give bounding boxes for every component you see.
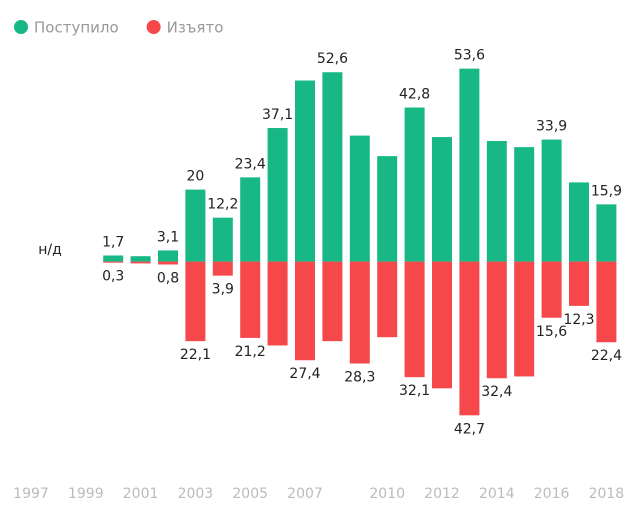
bar (185, 261, 206, 342)
x-tick-label: 2014 (479, 486, 515, 502)
bar (404, 261, 425, 378)
bar (103, 255, 124, 262)
data-label: 37,1 (262, 107, 293, 123)
bar (158, 250, 178, 262)
x-tick-label: 2018 (589, 486, 625, 502)
data-label: 32,1 (399, 383, 430, 399)
x-tick-label: 2012 (424, 486, 460, 502)
data-label: 1,7 (102, 234, 124, 250)
bar (569, 261, 589, 306)
annotation: н/д (38, 242, 62, 258)
bar (432, 261, 452, 389)
bar (377, 156, 398, 262)
data-label: 3,9 (212, 282, 234, 298)
data-label: 22,4 (591, 348, 622, 364)
data-label: 12,3 (563, 312, 594, 328)
bar (541, 261, 562, 318)
legend-label: Изъято (167, 19, 224, 37)
legend-label: Поступило (34, 19, 119, 37)
bar (240, 261, 261, 338)
data-label: 27,4 (289, 366, 320, 382)
bar (486, 141, 507, 262)
bar (486, 261, 507, 379)
bar (267, 128, 288, 262)
bar (130, 256, 151, 262)
bar (569, 182, 589, 262)
data-label: 28,3 (344, 369, 375, 385)
bar (212, 261, 233, 276)
bar (596, 261, 617, 343)
legend-swatch (146, 20, 161, 34)
bar (130, 261, 151, 264)
bar (240, 177, 261, 262)
bar (377, 261, 398, 338)
data-label: 33,9 (536, 119, 567, 135)
data-label: 52,6 (317, 51, 348, 67)
data-label: 20 (186, 169, 204, 185)
data-label: 32,4 (481, 384, 512, 400)
bar (349, 261, 370, 364)
data-label: 12,2 (207, 197, 238, 213)
x-tick-label: 2016 (534, 486, 570, 502)
data-label: 3,1 (157, 229, 179, 245)
data-label: 53,6 (454, 48, 485, 64)
bar (541, 139, 562, 262)
bar (212, 217, 233, 262)
legend-swatch (14, 20, 28, 34)
bar (404, 107, 425, 262)
data-label: 21,2 (235, 344, 266, 360)
bar (459, 68, 480, 262)
x-tick-label: 1997 (13, 486, 49, 502)
bar (295, 80, 315, 262)
bar (103, 261, 124, 263)
data-label: 0,8 (157, 270, 179, 286)
bar (322, 72, 343, 262)
data-label: 15,6 (536, 324, 567, 340)
bar (514, 147, 535, 262)
x-tick-label: 2010 (369, 486, 405, 502)
bar (185, 189, 206, 262)
x-tick-label: 1999 (68, 486, 104, 502)
bar (514, 261, 535, 377)
data-label: 15,9 (591, 183, 622, 199)
bar (432, 137, 452, 262)
bar (295, 261, 315, 361)
data-label: 0,3 (102, 269, 124, 285)
x-tick-label: 2001 (123, 486, 159, 502)
data-label: 42,7 (454, 421, 485, 437)
bar (322, 261, 343, 342)
bar (596, 204, 617, 262)
x-tick-label: 2003 (178, 486, 214, 502)
data-label: 23,4 (235, 156, 266, 172)
data-label: 42,8 (399, 87, 430, 103)
bar (459, 261, 480, 416)
x-tick-label: 2007 (287, 486, 323, 502)
bar (349, 135, 370, 262)
bar (158, 261, 178, 265)
bar (267, 261, 288, 346)
x-tick-label: 2005 (232, 486, 268, 502)
data-label: 22,1 (180, 347, 211, 363)
